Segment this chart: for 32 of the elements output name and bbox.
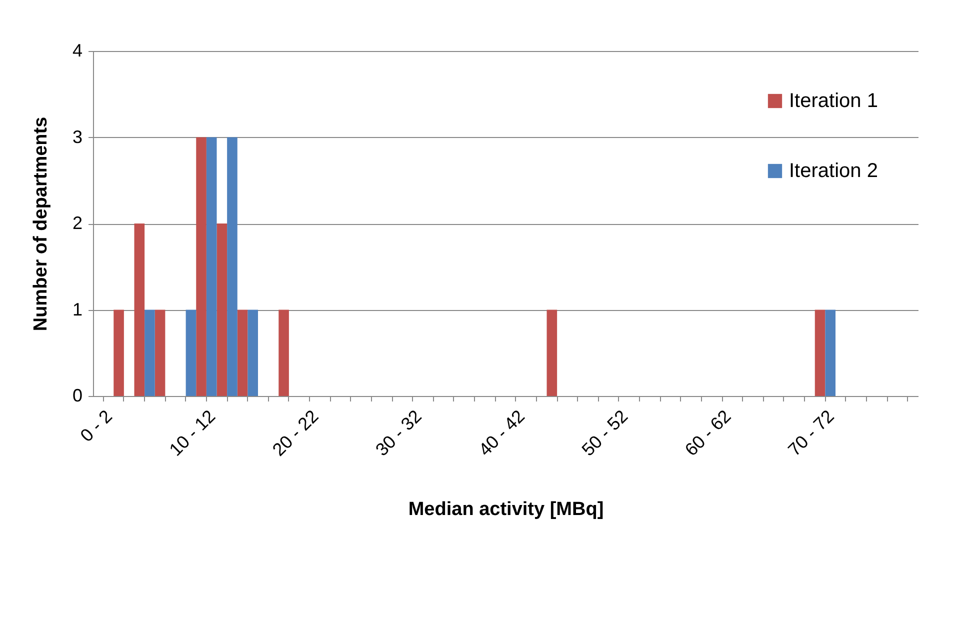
- bar: [227, 137, 238, 396]
- x-tick-label: 50 - 52: [578, 406, 632, 460]
- x-tick-label: 60 - 62: [681, 406, 735, 460]
- y-axis-title: Number of departments: [30, 116, 52, 332]
- x-tick-label: 30 - 32: [372, 406, 426, 460]
- bar: [825, 310, 836, 396]
- bar: [144, 310, 155, 396]
- bar: [154, 310, 166, 396]
- y-tick-label: 3: [72, 126, 82, 147]
- y-tick-label: 0: [72, 386, 82, 406]
- bar: [186, 310, 196, 396]
- y-tick-label: 2: [72, 213, 82, 233]
- x-tick-label: 20 - 22: [268, 406, 322, 460]
- bar: [216, 224, 228, 396]
- legend-label: Iteration 2: [789, 160, 878, 182]
- bar: [114, 310, 124, 396]
- x-tick-label: 70 - 72: [784, 406, 838, 460]
- x-tick-label: 10 - 12: [165, 406, 220, 460]
- bar: [814, 310, 826, 396]
- x-tick-label: 40 - 42: [474, 406, 529, 460]
- bar: [134, 224, 145, 396]
- bar: [237, 310, 248, 396]
- y-tick-label: 1: [72, 299, 82, 320]
- bar: [248, 310, 258, 396]
- x-axis-title: Median activity [MBq]: [408, 498, 604, 520]
- bar: [206, 137, 217, 396]
- bar: [196, 137, 206, 396]
- legend-label: Iteration 1: [789, 90, 878, 112]
- y-tick-label: 4: [72, 40, 82, 60]
- bar: [278, 310, 289, 396]
- bar: [546, 310, 558, 396]
- x-tick-label: 0 - 2: [76, 406, 116, 446]
